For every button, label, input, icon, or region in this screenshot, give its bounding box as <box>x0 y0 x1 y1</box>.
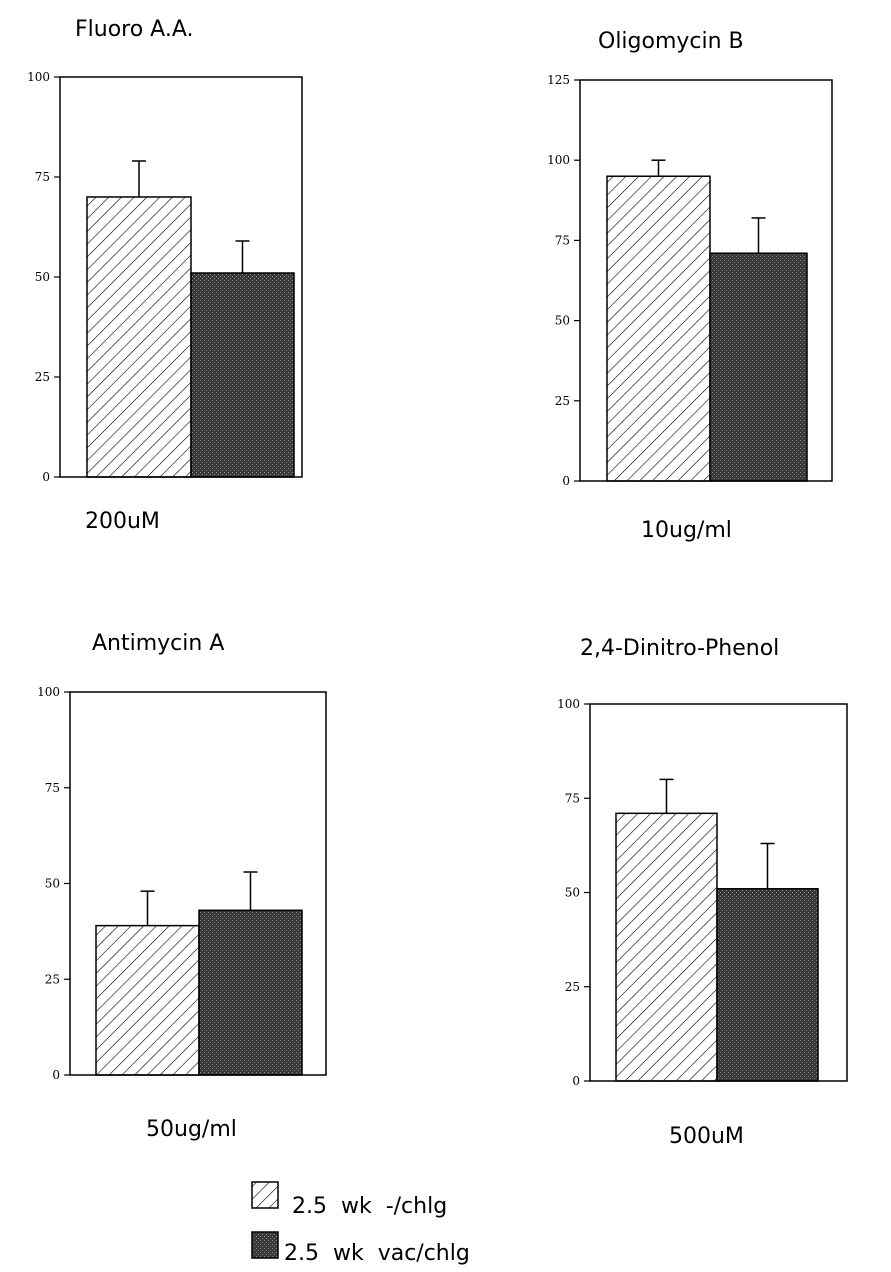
y-tick-label: 0 <box>42 470 50 484</box>
y-tick-label: 25 <box>555 394 570 408</box>
panel-dinitrophenol: 2,4-Dinitro-Phenol 0 25 50 75 100 500uM <box>557 636 848 1149</box>
legend-item-dark: 2.5 wk vac/chlg <box>251 1231 470 1266</box>
y-tick-label: 25 <box>35 370 50 384</box>
plot-area: 0 25 50 75 100 <box>27 70 303 484</box>
y-tick-label: 0 <box>562 474 570 488</box>
bar-hatch <box>86 196 192 478</box>
y-tick-label: 75 <box>45 781 60 795</box>
bar-dark <box>716 887 819 1082</box>
legend-swatch-hatch <box>251 1181 279 1209</box>
legend-label: 2.5 wk -/chlg <box>292 1194 447 1219</box>
y-tick-label: 25 <box>565 980 580 994</box>
y-tick-label: 25 <box>45 972 60 986</box>
bar-hatch <box>606 175 711 482</box>
y-tick-label: 125 <box>547 73 570 87</box>
panel-oligomycin: Oligomycin B 0 25 50 75 100 125 10ug/ml <box>547 29 833 543</box>
y-tick-label: 0 <box>572 1074 580 1088</box>
y-tick-label: 50 <box>35 270 50 284</box>
bar-dark <box>198 909 303 1076</box>
y-tick-label: 100 <box>557 697 580 711</box>
chart-title: Oligomycin B <box>598 29 744 54</box>
bar-dark <box>190 272 295 478</box>
y-tick-label: 75 <box>565 791 580 805</box>
bar-dark <box>709 252 808 482</box>
y-tick-label: 0 <box>52 1068 60 1082</box>
y-tick-label: 75 <box>555 233 570 247</box>
legend-item-hatch: 2.5 wk -/chlg <box>251 1181 447 1219</box>
y-tick-label: 50 <box>565 886 580 900</box>
legend-swatch-dark <box>251 1231 279 1259</box>
plot-frame <box>579 79 833 482</box>
condition-label: 500uM <box>669 1124 744 1149</box>
legend: 2.5 wk -/chlg 2.5 wk vac/chlg <box>251 1181 470 1266</box>
chart-title: 2,4-Dinitro-Phenol <box>580 636 779 661</box>
y-tick-label: 75 <box>35 170 50 184</box>
panel-antimycin: Antimycin A 0 25 50 75 100 50ug/ml <box>37 631 327 1142</box>
plot-area: 0 25 50 75 100 <box>37 685 327 1082</box>
plot-area: 0 25 50 75 100 125 <box>547 73 833 488</box>
y-tick-label: 50 <box>555 314 570 328</box>
condition-label: 200uM <box>85 509 160 534</box>
bar-hatch <box>615 812 718 1082</box>
condition-label: 10ug/ml <box>641 518 732 543</box>
panel-fluoro: Fluoro A.A. 0 25 50 75 100 200uM <box>27 17 303 534</box>
chart-title: Fluoro A.A. <box>75 17 194 42</box>
bar-hatch <box>95 924 200 1076</box>
y-tick-label: 50 <box>45 877 60 891</box>
y-tick-label: 100 <box>547 153 570 167</box>
y-tick-label: 100 <box>37 685 60 699</box>
chart-title: Antimycin A <box>92 631 224 656</box>
plot-area: 0 25 50 75 100 <box>557 697 848 1088</box>
legend-label: 2.5 wk vac/chlg <box>284 1241 470 1266</box>
condition-label: 50ug/ml <box>146 1117 237 1142</box>
y-tick-label: 100 <box>27 70 50 84</box>
